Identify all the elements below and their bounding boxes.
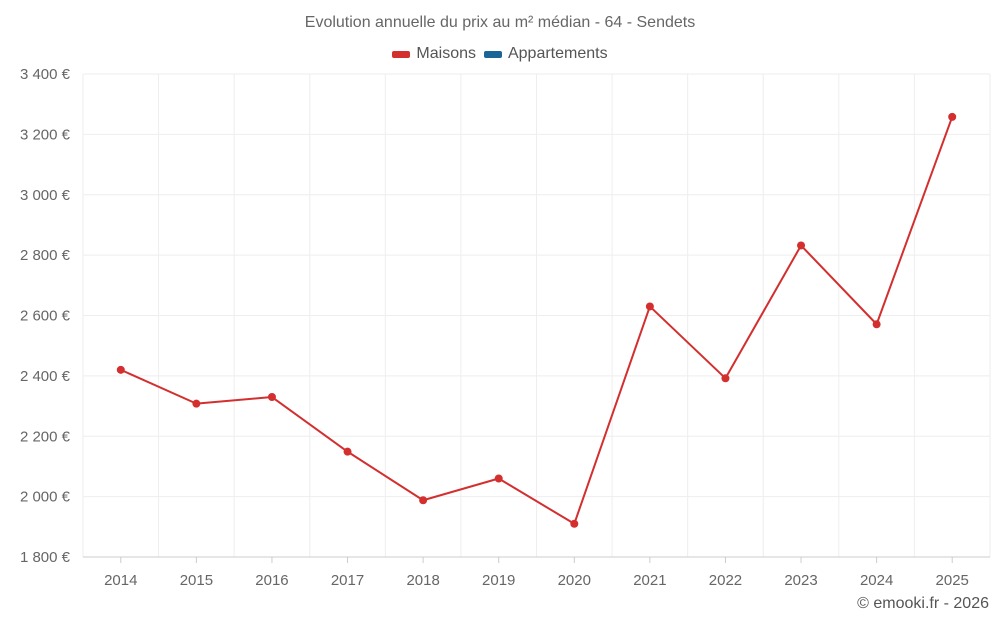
data-point <box>797 241 806 250</box>
y-tick-label: 3 000 € <box>20 187 71 204</box>
data-point <box>570 519 579 528</box>
x-tick-label: 2023 <box>784 572 817 589</box>
y-tick-label: 2 200 € <box>20 428 71 445</box>
x-tick-label: 2015 <box>180 572 213 589</box>
x-tick-label: 2024 <box>860 572 893 589</box>
legend-item-appartements[interactable]: Appartements <box>483 45 608 63</box>
legend-item-maisons[interactable]: Maisons <box>392 45 476 63</box>
legend-label-maisons: Maisons <box>416 45 476 62</box>
legend-swatch-appartements <box>483 50 502 58</box>
data-point <box>343 447 352 456</box>
legend: Maisons Appartements <box>0 45 1000 63</box>
data-point <box>419 496 428 505</box>
data-point <box>645 302 654 311</box>
data-point <box>494 474 503 483</box>
y-tick-label: 2 400 € <box>20 368 71 385</box>
x-tick-label: 2020 <box>558 572 591 589</box>
y-tick-label: 2 000 € <box>20 489 71 506</box>
legend-label-appartements: Appartements <box>507 45 608 62</box>
data-point <box>116 365 125 374</box>
x-tick-label: 2017 <box>331 572 364 589</box>
x-tick-label: 2021 <box>633 572 666 589</box>
x-tick-label: 2022 <box>709 572 742 589</box>
data-point <box>872 320 881 329</box>
data-point <box>192 399 201 408</box>
x-tick-label: 2019 <box>482 572 515 589</box>
x-tick-label: 2014 <box>104 572 137 589</box>
legend-swatch-maisons <box>392 50 411 58</box>
chart-title: Evolution annuelle du prix au m² médian … <box>304 14 696 31</box>
series-line-maisons <box>120 116 954 525</box>
y-tick-label: 1 800 € <box>20 549 71 566</box>
x-tick-label: 2025 <box>936 572 969 589</box>
y-tick-label: 2 800 € <box>20 247 71 264</box>
y-tick-label: 3 200 € <box>20 126 71 143</box>
x-tick-label: 2018 <box>406 572 439 589</box>
data-point <box>267 393 276 402</box>
y-tick-label: 2 600 € <box>20 308 71 325</box>
x-tick-label: 2016 <box>255 572 288 589</box>
data-point <box>721 374 730 383</box>
y-tick-label: 3 400 € <box>20 66 71 83</box>
data-point <box>948 112 957 121</box>
credit-text: © emooki.fr - 2026 <box>857 595 989 612</box>
